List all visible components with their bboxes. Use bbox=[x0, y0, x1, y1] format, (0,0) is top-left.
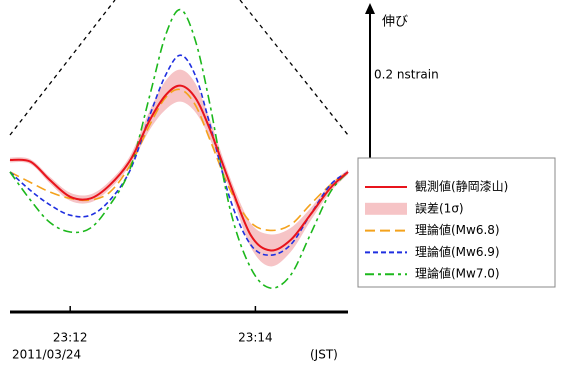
date-label: 2011/03/24 bbox=[12, 348, 81, 362]
guide-line bbox=[239, 0, 349, 136]
x-tick-label: 23:12 bbox=[53, 331, 88, 345]
series-line bbox=[9, 54, 349, 257]
legend-label: 理論値(Mw6.8) bbox=[415, 222, 500, 237]
legend bbox=[357, 157, 556, 288]
x-tick-label: 23:14 bbox=[238, 331, 273, 345]
series-line bbox=[9, 88, 349, 232]
arrow-head bbox=[365, 3, 375, 14]
direction-label: 伸び bbox=[382, 15, 408, 30]
legend-label: 観測値(静岡漆山) bbox=[415, 179, 508, 194]
legend-label: 理論値(Mw7.0) bbox=[415, 266, 500, 281]
guide-line bbox=[9, 0, 116, 136]
scale-label: 0.2 nstrain bbox=[374, 68, 439, 82]
series-line bbox=[9, 84, 349, 252]
legend-label: 理論値(Mw6.9) bbox=[415, 244, 500, 259]
series-line bbox=[9, 8, 349, 289]
legend-label: 誤差(1σ) bbox=[415, 200, 464, 215]
timezone-label: (JST) bbox=[310, 348, 338, 362]
legend-swatch bbox=[365, 202, 407, 215]
